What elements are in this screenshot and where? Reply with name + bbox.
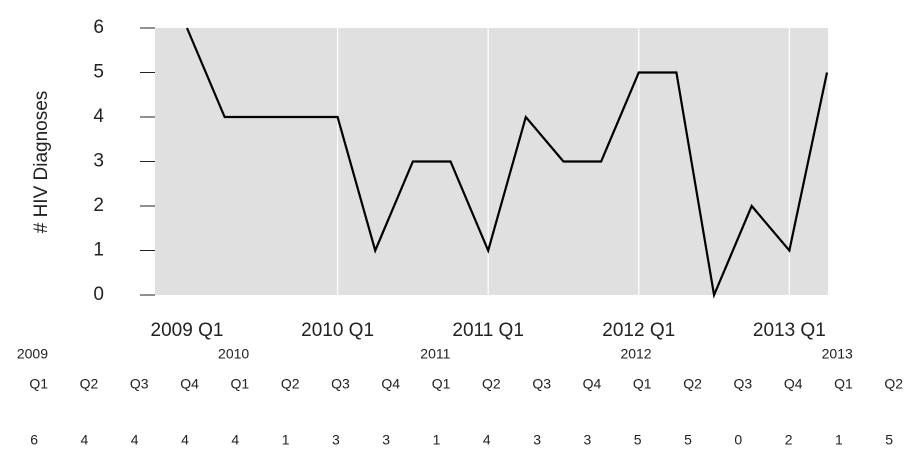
table-value: 5 bbox=[885, 432, 893, 448]
x-tick-label: 2012 Q1 bbox=[602, 320, 675, 341]
table-value: 1 bbox=[282, 432, 290, 448]
table-quarter: Q3 bbox=[130, 376, 149, 392]
table-year: 2012 bbox=[620, 346, 651, 362]
table-value: 3 bbox=[533, 432, 541, 448]
table-value: 6 bbox=[30, 432, 38, 448]
table-value: 5 bbox=[684, 432, 692, 448]
table-value: 3 bbox=[584, 432, 592, 448]
table-year: 2013 bbox=[822, 346, 853, 362]
table-value: 4 bbox=[131, 432, 139, 448]
table-quarter: Q1 bbox=[633, 376, 652, 392]
table-quarter: Q2 bbox=[884, 376, 903, 392]
table-quarter: Q3 bbox=[734, 376, 753, 392]
y-tick-label: 4 bbox=[93, 106, 104, 127]
table-quarter: Q1 bbox=[231, 376, 250, 392]
x-tick-label: 2011 Q1 bbox=[452, 320, 523, 341]
table-value: 4 bbox=[81, 432, 89, 448]
y-tick-label: 3 bbox=[93, 151, 104, 172]
y-tick-label: 2 bbox=[93, 195, 104, 216]
table-year: 2009 bbox=[17, 346, 48, 362]
y-tick-label: 0 bbox=[93, 284, 104, 305]
table-year: 2010 bbox=[218, 346, 249, 362]
table-value: 4 bbox=[181, 432, 189, 448]
table-quarter: Q1 bbox=[834, 376, 853, 392]
data-line bbox=[185, 27, 829, 299]
table-value: 4 bbox=[231, 432, 239, 448]
table-value: 0 bbox=[734, 432, 742, 448]
table-quarter: Q4 bbox=[583, 376, 602, 392]
table-quarter: Q1 bbox=[432, 376, 451, 392]
table-value: 1 bbox=[835, 432, 843, 448]
table-quarter: Q4 bbox=[381, 376, 400, 392]
y-tick-label: 5 bbox=[93, 62, 104, 83]
table-value: 4 bbox=[483, 432, 491, 448]
table-quarter: Q3 bbox=[331, 376, 350, 392]
plot-background bbox=[155, 28, 828, 295]
table-value: 1 bbox=[433, 432, 441, 448]
x-tick-label: 2013 Q1 bbox=[753, 320, 826, 341]
table-quarter: Q2 bbox=[482, 376, 501, 392]
table-value: 3 bbox=[382, 432, 390, 448]
y-axis-label: # HIV Diagnoses bbox=[31, 91, 52, 234]
y-tick-label: 1 bbox=[93, 240, 104, 261]
table-value: 2 bbox=[785, 432, 793, 448]
table-year: 2011 bbox=[420, 346, 450, 362]
table-quarter: Q1 bbox=[29, 376, 48, 392]
y-tick-label: 6 bbox=[93, 17, 104, 38]
table-value: 3 bbox=[332, 432, 340, 448]
table-quarter: Q4 bbox=[784, 376, 803, 392]
x-tick-label: 2010 Q1 bbox=[301, 320, 374, 341]
table-quarter: Q2 bbox=[683, 376, 702, 392]
table-quarter: Q2 bbox=[80, 376, 99, 392]
table-value: 5 bbox=[634, 432, 642, 448]
table-quarter: Q2 bbox=[281, 376, 300, 392]
x-tick-label: 2009 Q1 bbox=[151, 320, 224, 341]
table-quarter: Q4 bbox=[180, 376, 199, 392]
table-quarter: Q3 bbox=[532, 376, 551, 392]
